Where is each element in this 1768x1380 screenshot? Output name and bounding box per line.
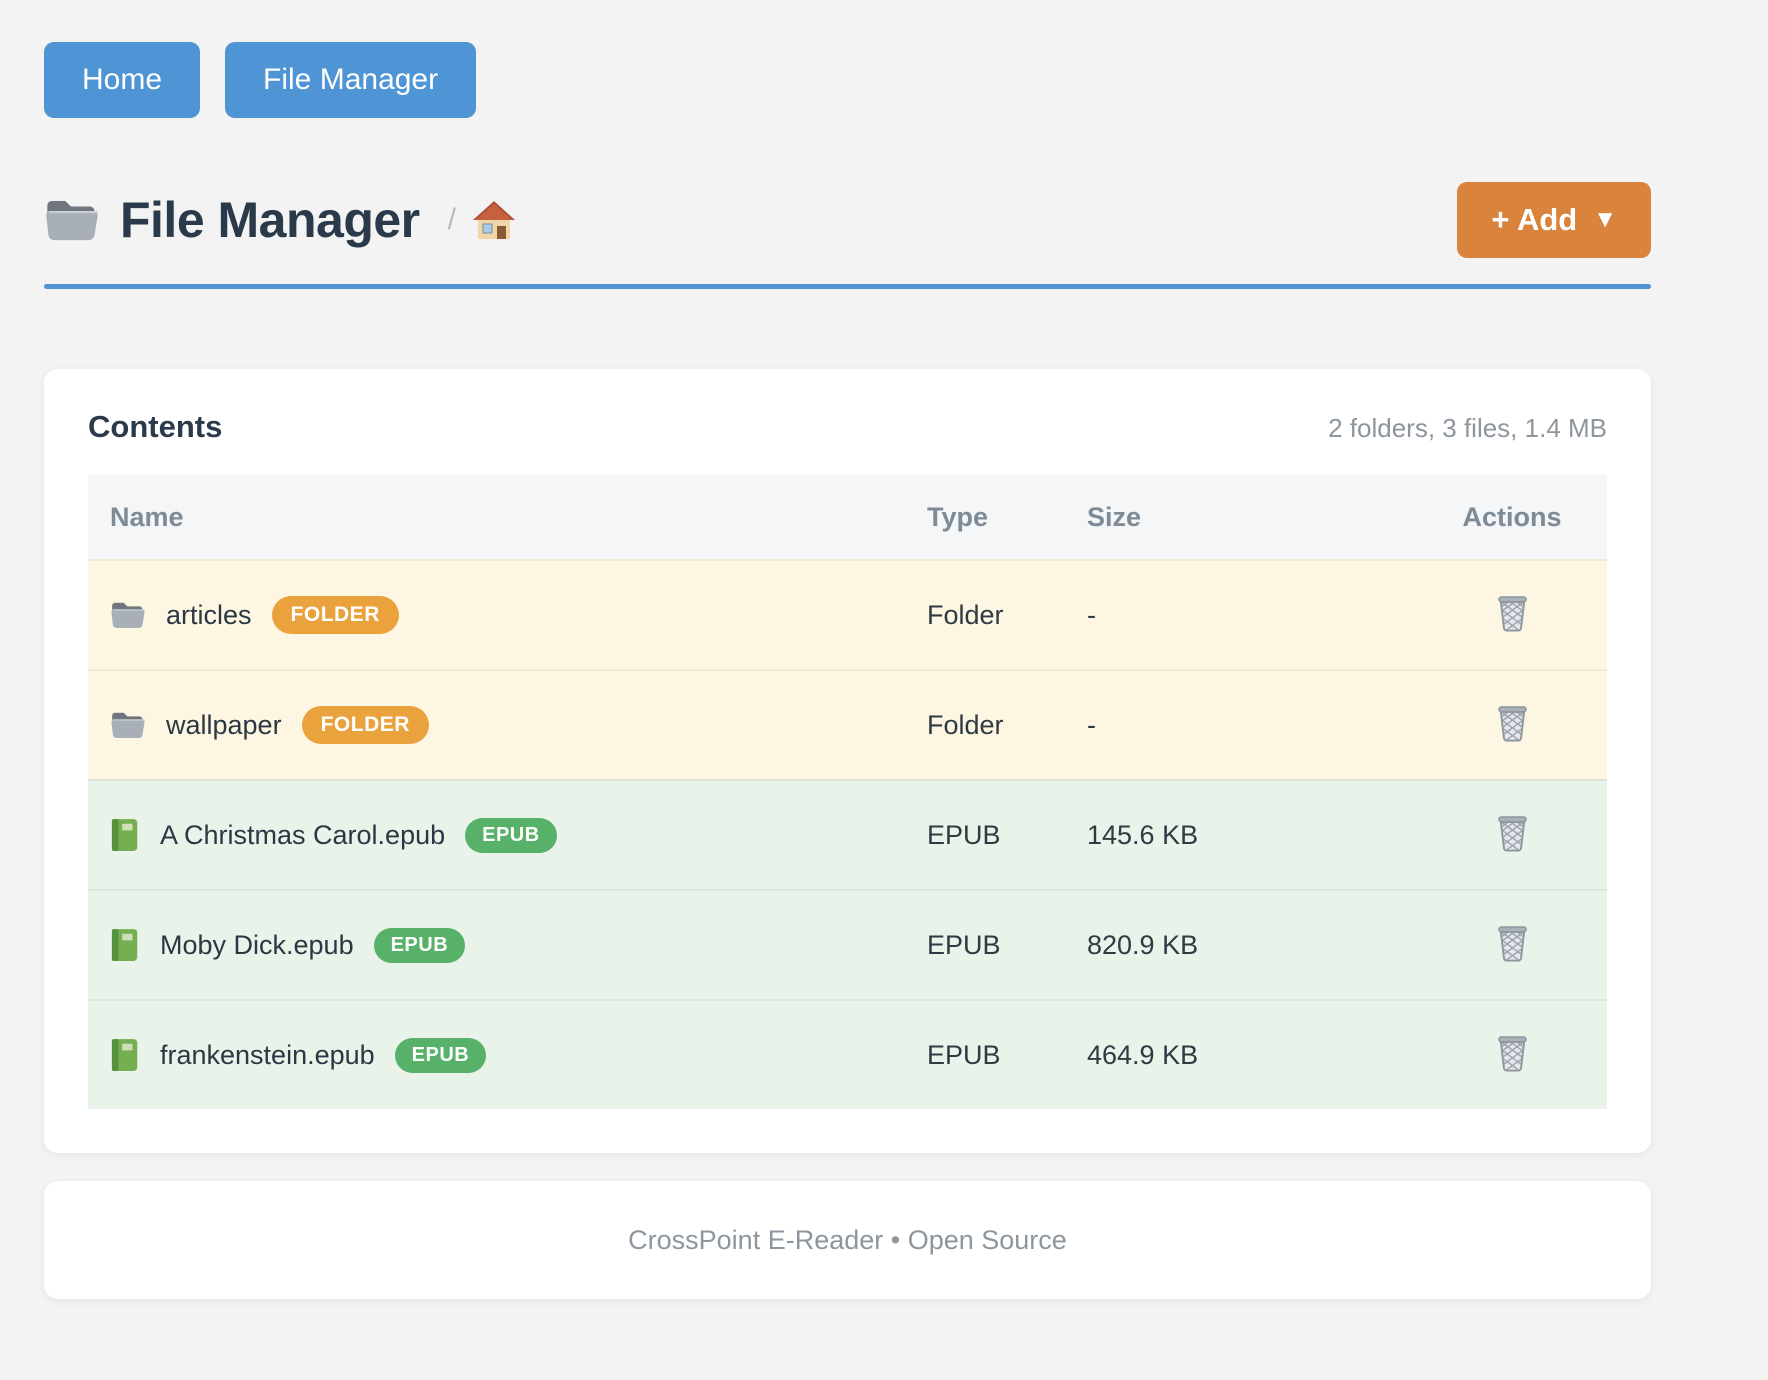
item-type: EPUB	[927, 929, 1001, 960]
trash-icon	[1496, 704, 1529, 743]
table-row: articles FOLDER Folder -	[88, 559, 1607, 669]
file-manager-nav-button[interactable]: File Manager	[225, 42, 477, 118]
delete-button[interactable]	[1490, 700, 1535, 747]
folder-icon	[45, 199, 99, 242]
item-name-link[interactable]: Moby Dick.epub	[160, 929, 354, 960]
add-button-label: + Add	[1491, 202, 1578, 237]
table-header-row: Name Type Size Actions	[88, 475, 1607, 559]
item-name-link[interactable]: frankenstein.epub	[160, 1039, 375, 1070]
add-button[interactable]: + Add ▼	[1457, 182, 1651, 258]
item-name-link[interactable]: wallpaper	[166, 709, 282, 740]
trash-icon	[1496, 924, 1529, 963]
column-header-type: Type	[927, 501, 989, 532]
item-size: 820.9 KB	[1087, 929, 1199, 960]
home-nav-button[interactable]: Home	[44, 42, 201, 118]
header-divider	[44, 284, 1651, 289]
item-size: -	[1087, 599, 1096, 630]
epub-badge: EPUB	[465, 817, 557, 853]
table-row: wallpaper FOLDER Folder -	[88, 669, 1607, 779]
trash-icon	[1496, 1034, 1529, 1073]
item-name-link[interactable]: articles	[166, 599, 252, 630]
folder-badge: FOLDER	[301, 706, 429, 744]
contents-card-header: Contents 2 folders, 3 files, 1.4 MB	[88, 409, 1607, 445]
item-type: Folder	[927, 709, 1004, 740]
item-name-link[interactable]: A Christmas Carol.epub	[160, 819, 446, 850]
folder-badge: FOLDER	[271, 596, 399, 634]
delete-button[interactable]	[1490, 590, 1535, 637]
table-row: Moby Dick.epub EPUB EPUB 820.9 KB	[88, 889, 1607, 999]
book-icon	[111, 1039, 139, 1071]
item-size: 464.9 KB	[1087, 1039, 1199, 1070]
breadcrumb-separator: /	[447, 203, 456, 236]
top-navigation: Home File Manager	[44, 42, 1651, 118]
delete-button[interactable]	[1490, 1030, 1535, 1077]
folder-icon	[110, 602, 146, 629]
footer-text: CrossPoint E-Reader • Open Source	[628, 1224, 1067, 1255]
footer: CrossPoint E-Reader • Open Source	[44, 1181, 1651, 1299]
table-row: A Christmas Carol.epub EPUB EPUB 145.6 K…	[88, 779, 1607, 889]
delete-button[interactable]	[1490, 920, 1535, 967]
epub-badge: EPUB	[394, 1037, 487, 1073]
column-header-size: Size	[1087, 501, 1142, 532]
folder-icon	[110, 712, 146, 739]
item-size: -	[1087, 709, 1096, 740]
book-icon	[111, 929, 139, 961]
contents-title: Contents	[88, 409, 223, 444]
item-size: 145.6 KB	[1087, 819, 1199, 850]
contents-summary: 2 folders, 3 files, 1.4 MB	[1328, 413, 1607, 443]
chevron-down-icon: ▼	[1593, 206, 1617, 233]
file-manager-page: Home File Manager File Manager / + Add ▼…	[44, 42, 1651, 1299]
table-row: frankenstein.epub EPUB EPUB 464.9 KB	[88, 999, 1607, 1109]
book-icon	[111, 819, 139, 851]
item-type: EPUB	[927, 1039, 1001, 1070]
delete-button[interactable]	[1490, 810, 1535, 857]
column-header-name: Name	[110, 501, 184, 532]
page-title: File Manager	[120, 192, 420, 248]
home-icon[interactable]	[472, 199, 516, 241]
contents-card: Contents 2 folders, 3 files, 1.4 MB Name…	[44, 369, 1651, 1153]
trash-icon	[1496, 594, 1529, 633]
page-header: File Manager / + Add ▼	[44, 182, 1651, 258]
item-type: EPUB	[927, 819, 1001, 850]
files-table: Name Type Size Actions articles FOLDER F…	[88, 475, 1607, 1109]
item-type: Folder	[927, 599, 1004, 630]
column-header-actions: Actions	[1462, 501, 1562, 532]
epub-badge: EPUB	[373, 927, 466, 963]
trash-icon	[1496, 814, 1529, 853]
